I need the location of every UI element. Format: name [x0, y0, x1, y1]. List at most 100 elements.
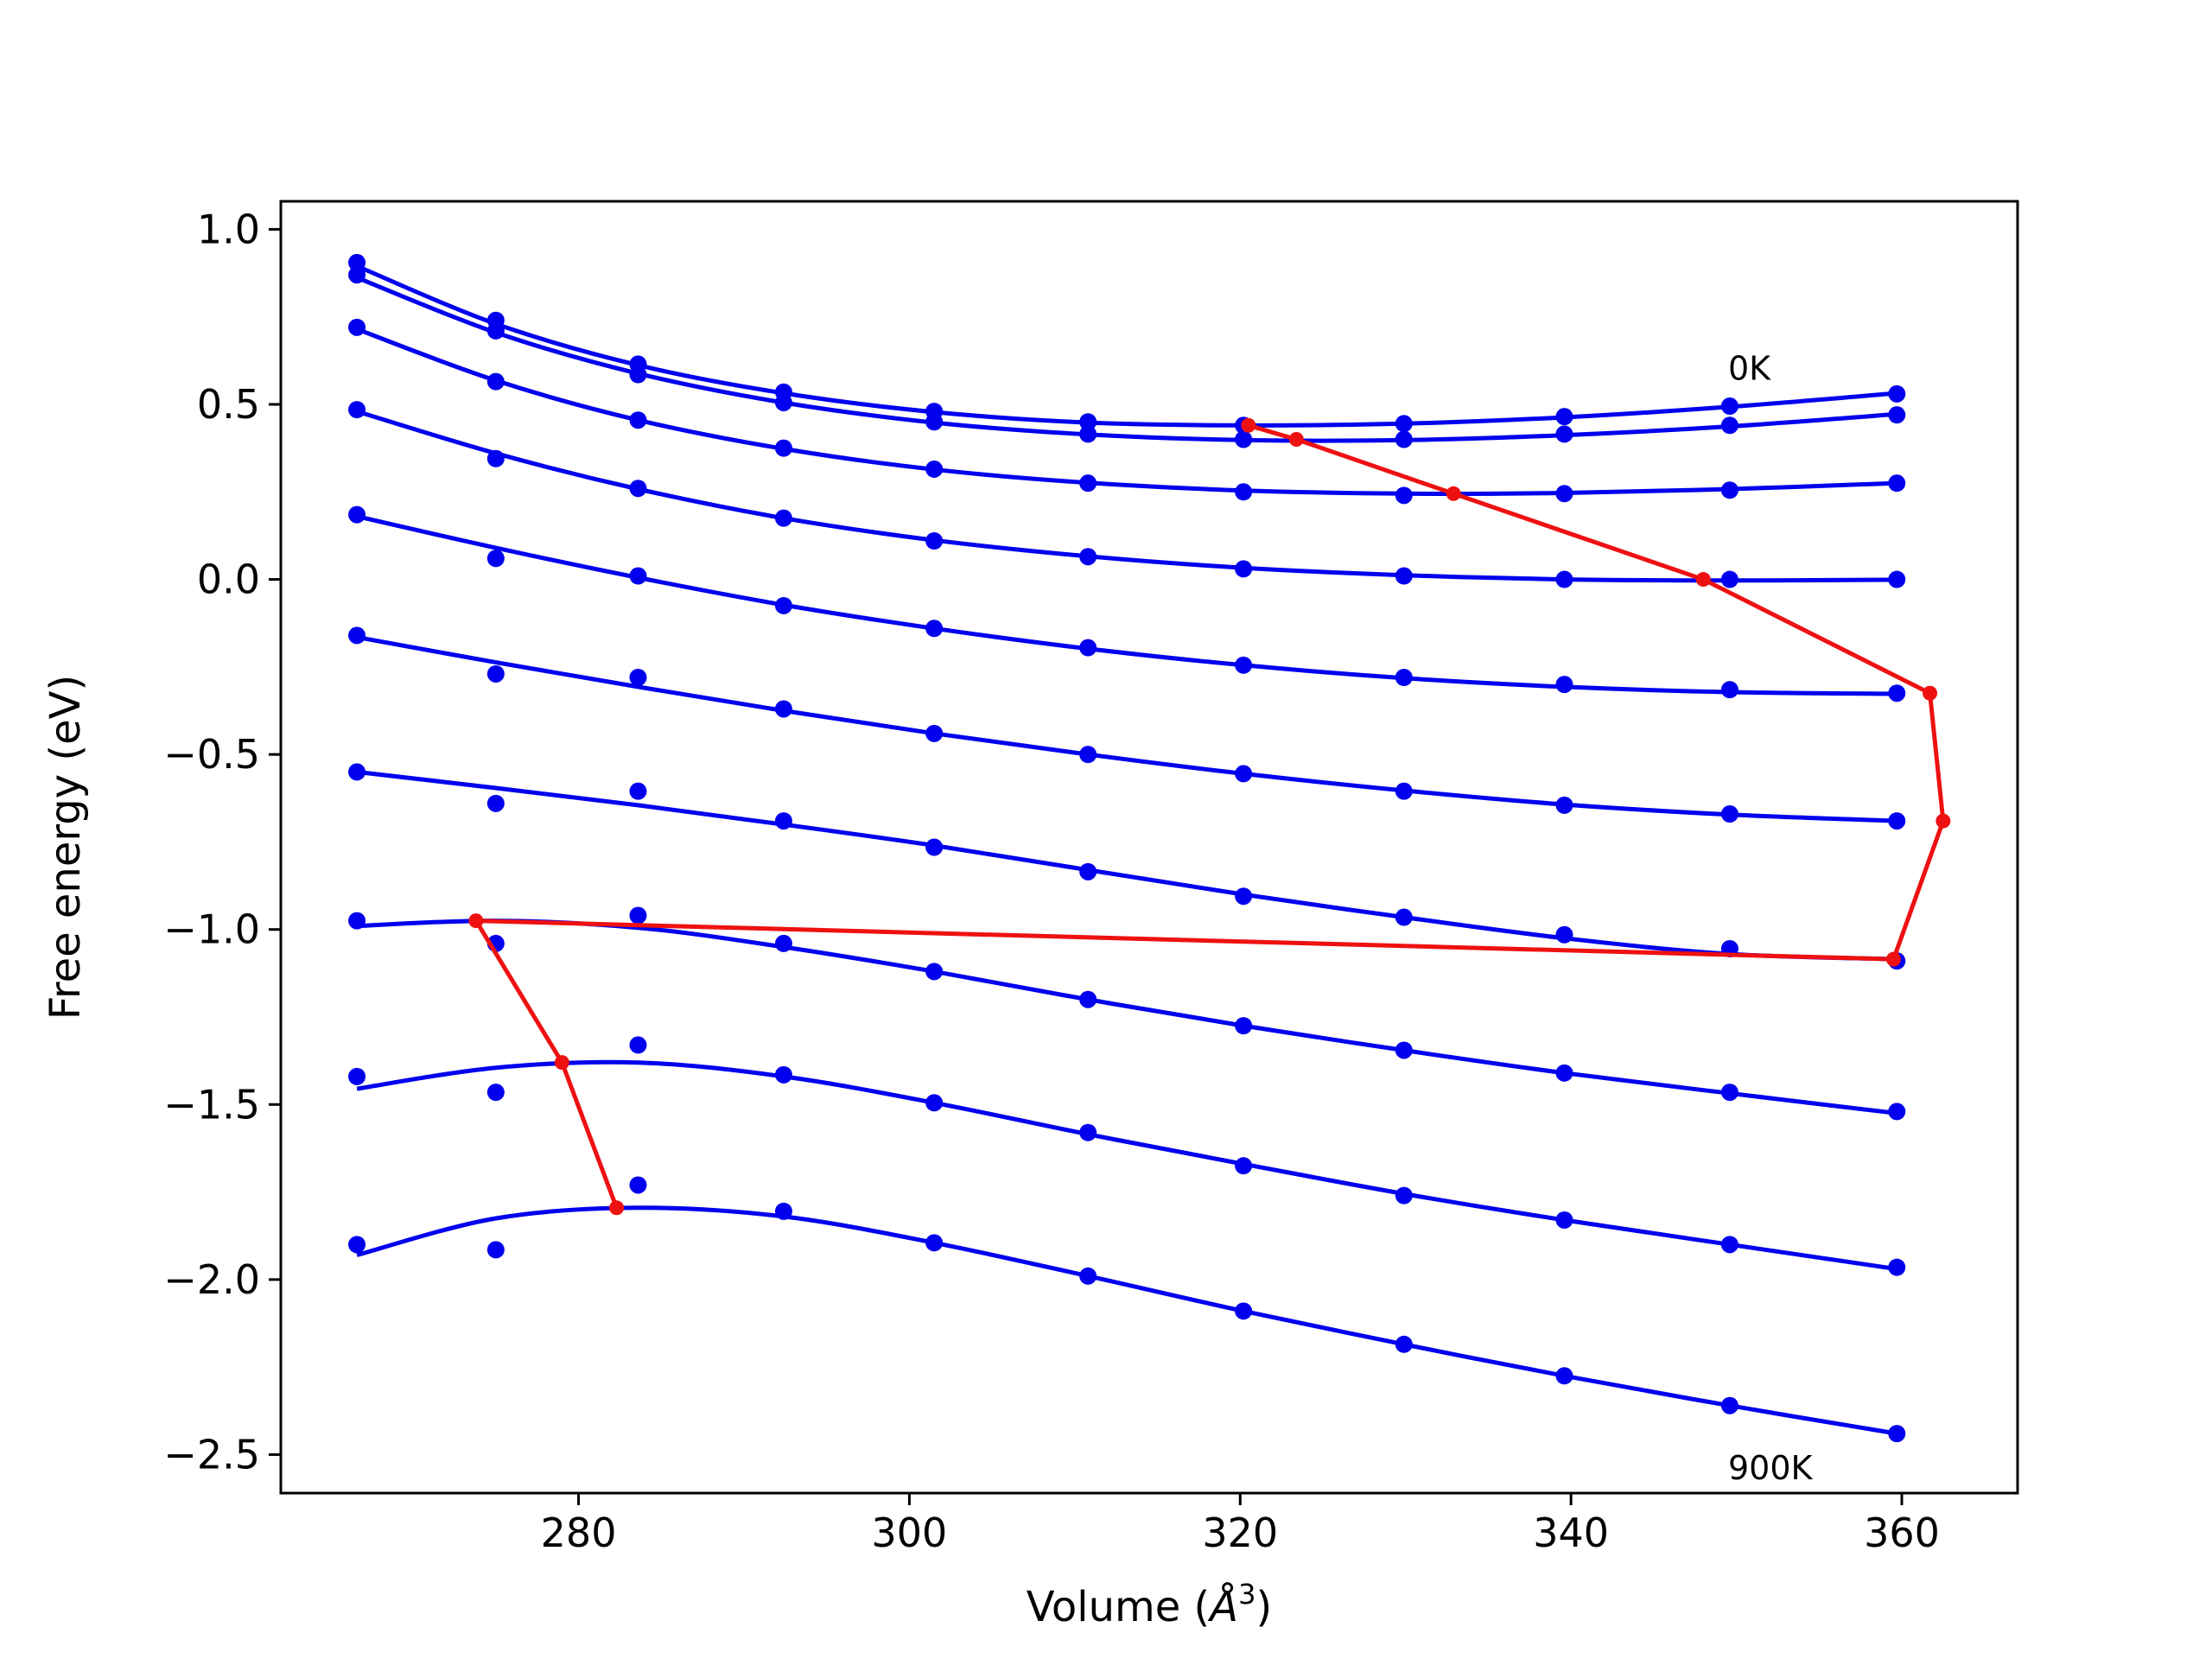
y-tick-label-0: 1.0	[197, 206, 260, 252]
data-points-layer	[348, 253, 1906, 1443]
data-point-6-3	[774, 812, 792, 830]
data-point-4-0	[348, 505, 366, 524]
data-point-5-7	[1395, 782, 1413, 800]
data-point-1-1	[486, 321, 505, 340]
data-point-0-5	[1079, 413, 1097, 431]
equilibrium-point-9	[609, 1200, 625, 1216]
data-point-9-9	[1720, 1396, 1738, 1414]
data-point-4-6	[1235, 656, 1253, 674]
equilibrium-point-8	[554, 1055, 569, 1071]
data-point-3-7	[1395, 567, 1413, 585]
data-point-6-7	[1395, 908, 1413, 926]
data-point-5-2	[629, 669, 647, 687]
data-point-0-9	[1720, 397, 1738, 416]
annotation-900k: 900K	[1728, 1449, 1814, 1487]
fit-curve-5	[356, 634, 1897, 823]
data-point-1-7	[1395, 430, 1413, 448]
fit-curve-4	[356, 514, 1897, 696]
equilibrium-point-5	[1936, 813, 1951, 829]
data-point-9-1	[486, 1241, 505, 1259]
data-point-3-0	[348, 401, 366, 419]
fit-curve-1	[356, 275, 1897, 443]
data-point-2-1	[486, 372, 505, 391]
data-point-0-8	[1555, 408, 1573, 426]
data-point-7-5	[1079, 990, 1097, 1008]
data-point-8-5	[1079, 1123, 1097, 1141]
data-point-5-4	[925, 724, 944, 742]
data-point-5-5	[1079, 746, 1097, 764]
data-point-8-8	[1555, 1211, 1573, 1229]
data-point-6-1	[486, 794, 505, 812]
data-point-7-2	[629, 906, 647, 925]
data-point-4-1	[486, 550, 505, 568]
data-point-2-7	[1395, 486, 1413, 505]
plot-frame	[279, 200, 2019, 1495]
equilibrium-point-7	[468, 913, 484, 929]
data-point-2-9	[1720, 481, 1738, 499]
data-point-7-9	[1720, 1084, 1738, 1102]
data-point-8-10	[1888, 1258, 1906, 1276]
x-axis-label: Volume (Å3)	[1027, 1578, 1272, 1631]
data-point-7-8	[1555, 1064, 1573, 1082]
data-point-1-6	[1235, 430, 1253, 448]
x-tick-label-360: 360	[1864, 1510, 1940, 1556]
data-point-9-2	[629, 1176, 647, 1194]
y-tick-label-4: −1.0	[163, 906, 260, 953]
data-point-9-5	[1079, 1267, 1097, 1285]
data-point-8-1	[486, 1084, 505, 1102]
data-point-8-0	[348, 1067, 366, 1085]
x-tick-label-280: 280	[541, 1510, 617, 1556]
data-point-4-3	[774, 596, 792, 614]
data-point-6-0	[348, 763, 366, 781]
data-point-5-1	[486, 664, 505, 683]
data-point-9-6	[1235, 1302, 1253, 1320]
data-point-8-7	[1395, 1186, 1413, 1205]
data-point-1-5	[1079, 425, 1097, 443]
y-tick-label-1: 0.5	[197, 381, 260, 428]
equilibrium-point-3	[1695, 572, 1711, 588]
data-point-3-4	[925, 531, 944, 550]
data-point-5-3	[774, 700, 792, 718]
data-point-5-6	[1235, 765, 1253, 783]
data-point-2-3	[774, 439, 792, 457]
data-point-1-3	[774, 393, 792, 411]
fit-curve-0	[356, 264, 1897, 428]
data-point-1-9	[1720, 416, 1738, 435]
data-point-7-0	[348, 912, 366, 930]
fit-curve-9	[356, 1205, 1897, 1436]
x-axis-label-exponent: 3	[1238, 1578, 1255, 1611]
x-axis-label-close: )	[1255, 1583, 1272, 1631]
data-point-7-7	[1395, 1041, 1413, 1059]
data-point-3-3	[774, 509, 792, 527]
data-point-0-7	[1395, 415, 1413, 433]
equilibrium-curve-layer	[468, 417, 1951, 1216]
data-point-8-9	[1720, 1236, 1738, 1254]
data-point-1-0	[348, 266, 366, 284]
data-point-9-10	[1888, 1425, 1906, 1443]
x-tick-label-340: 340	[1533, 1510, 1609, 1556]
data-point-1-2	[629, 365, 647, 384]
data-point-9-0	[348, 1236, 366, 1254]
data-point-6-8	[1555, 925, 1573, 944]
data-point-4-2	[629, 567, 647, 585]
data-point-3-9	[1720, 570, 1738, 588]
data-point-8-2	[629, 1036, 647, 1054]
data-point-8-3	[774, 1065, 792, 1084]
data-point-0-0	[348, 253, 366, 271]
data-point-4-7	[1395, 669, 1413, 687]
equilibrium-point-4	[1923, 685, 1938, 701]
data-point-6-4	[925, 838, 944, 856]
data-point-7-10	[1888, 1103, 1906, 1121]
fit-curves-layer	[356, 264, 1897, 1436]
data-point-7-4	[925, 963, 944, 981]
x-tick-label-320: 320	[1202, 1510, 1278, 1556]
data-point-9-8	[1555, 1367, 1573, 1385]
y-tick-label-5: −1.5	[163, 1081, 260, 1128]
data-point-8-6	[1235, 1157, 1253, 1175]
data-point-8-4	[925, 1094, 944, 1112]
data-point-2-6	[1235, 483, 1253, 501]
data-point-2-10	[1888, 474, 1906, 493]
data-point-2-2	[629, 411, 647, 429]
data-point-3-1	[486, 449, 505, 467]
